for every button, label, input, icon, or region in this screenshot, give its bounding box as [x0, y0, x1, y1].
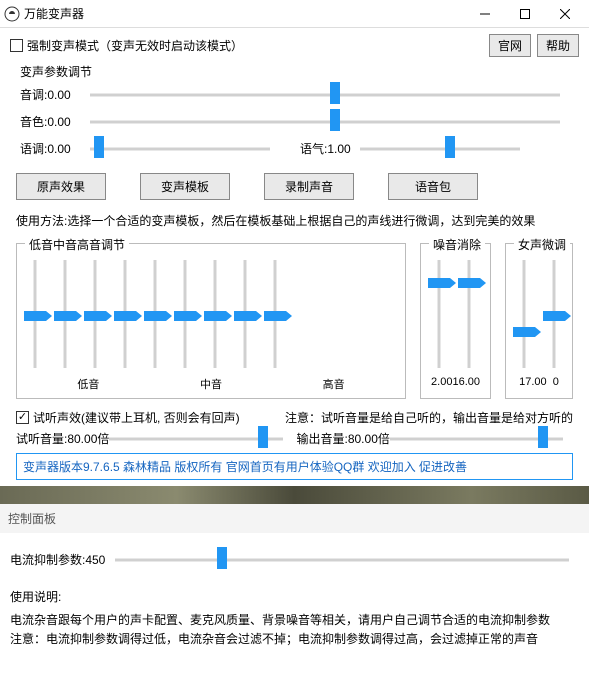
noise-label-b: 16.00 — [452, 376, 480, 388]
eq-slider-1[interactable] — [57, 258, 73, 370]
mood-label: 语气:1.00 — [300, 140, 360, 157]
instructions-line-1: 电流杂音跟每个用户的声卡配置、麦克风质量、背景噪音等相关，请用户自己调节合适的电… — [10, 611, 579, 628]
preview-vol-slider[interactable] — [109, 431, 292, 447]
instructions-title: 使用说明: — [10, 588, 579, 605]
preview-chk-label: 试听声效(建议带上耳机, 否则会有回声) — [33, 409, 240, 426]
eq-slider-4[interactable] — [147, 258, 163, 370]
usage-text: 使用方法:选择一个合适的变声模板，然后在模板基础上根据自己的声线进行微调，达到完… — [16, 212, 573, 229]
app-icon — [4, 6, 20, 22]
female-legend: 女声微调 — [514, 236, 570, 253]
eq-slider-8[interactable] — [267, 258, 283, 370]
maximize-button[interactable] — [505, 2, 545, 26]
params-title: 变声参数调节 — [20, 63, 579, 80]
window-title: 万能变声器 — [24, 5, 465, 22]
mood-slider[interactable] — [360, 141, 530, 157]
eq-slider-6[interactable] — [207, 258, 223, 370]
eq-label-high: 高音 — [323, 376, 345, 392]
minimize-button[interactable] — [465, 2, 505, 26]
tone-label: 语调:0.00 — [20, 140, 90, 157]
eq-slider-3[interactable] — [117, 258, 133, 370]
tab-voicepack[interactable]: 语音包 — [388, 173, 478, 200]
eq-slider-2[interactable] — [87, 258, 103, 370]
divider-texture — [0, 486, 589, 504]
noise-slider-0[interactable] — [431, 258, 447, 370]
eq-slider-5[interactable] — [177, 258, 193, 370]
force-mode-label: 强制变声模式（变声无效时启动该模式） — [27, 37, 243, 54]
output-vol-slider[interactable] — [390, 431, 573, 447]
eq-legend: 低音中音高音调节 — [25, 236, 129, 253]
help-button[interactable]: 帮助 — [537, 34, 579, 57]
timbre-label: 音色:0.00 — [20, 113, 90, 130]
female-label-b: 0 — [553, 376, 559, 388]
female-group: 女声微调 17.00 0 — [505, 243, 573, 399]
official-site-button[interactable]: 官网 — [489, 34, 531, 57]
instructions-line-2: 注意：电流抑制参数调得过低，电流杂音会过滤不掉；电流抑制参数调得过高，会过滤掉正… — [10, 630, 579, 647]
tab-record[interactable]: 录制声音 — [264, 173, 354, 200]
tab-original[interactable]: 原声效果 — [16, 173, 106, 200]
eq-label-low: 低音 — [77, 376, 99, 392]
link-bar[interactable]: 变声器版本9.7.6.5 森林精品 版权所有 官网首页有用户体验QQ群 欢迎加入… — [16, 453, 573, 480]
current-suppress-slider[interactable] — [115, 552, 579, 568]
preview-note: 注意：试听音量是给自己听的，输出音量是给对方听的 — [285, 409, 573, 426]
close-button[interactable] — [545, 2, 585, 26]
eq-slider-7[interactable] — [237, 258, 253, 370]
preview-vol-label: 试听音量:80.00倍 — [16, 430, 109, 447]
noise-group: 噪音消除 2.00 16.00 — [420, 243, 491, 399]
noise-legend: 噪音消除 — [429, 236, 485, 253]
female-slider-1[interactable] — [546, 258, 562, 370]
eq-slider-0[interactable] — [27, 258, 43, 370]
tone-slider[interactable] — [90, 141, 280, 157]
control-panel-title: 控制面板 — [0, 504, 589, 533]
timbre-slider[interactable] — [90, 114, 570, 130]
eq-label-mid: 中音 — [200, 376, 222, 392]
preview-checkbox[interactable] — [16, 411, 29, 424]
output-vol-label: 输出音量:80.00倍 — [297, 430, 390, 447]
noise-slider-1[interactable] — [461, 258, 477, 370]
female-slider-0[interactable] — [516, 258, 532, 370]
pitch-slider[interactable] — [90, 87, 570, 103]
pitch-label: 音调:0.00 — [20, 86, 90, 103]
eq-group: 低音中音高音调节 低音 中音 高音 — [16, 243, 406, 399]
current-suppress-label: 电流抑制参数:450 — [10, 551, 105, 568]
tab-template[interactable]: 变声模板 — [140, 173, 230, 200]
noise-label-a: 2.00 — [431, 376, 452, 388]
force-mode-checkbox[interactable] — [10, 39, 23, 52]
female-label-a: 17.00 — [519, 376, 547, 388]
